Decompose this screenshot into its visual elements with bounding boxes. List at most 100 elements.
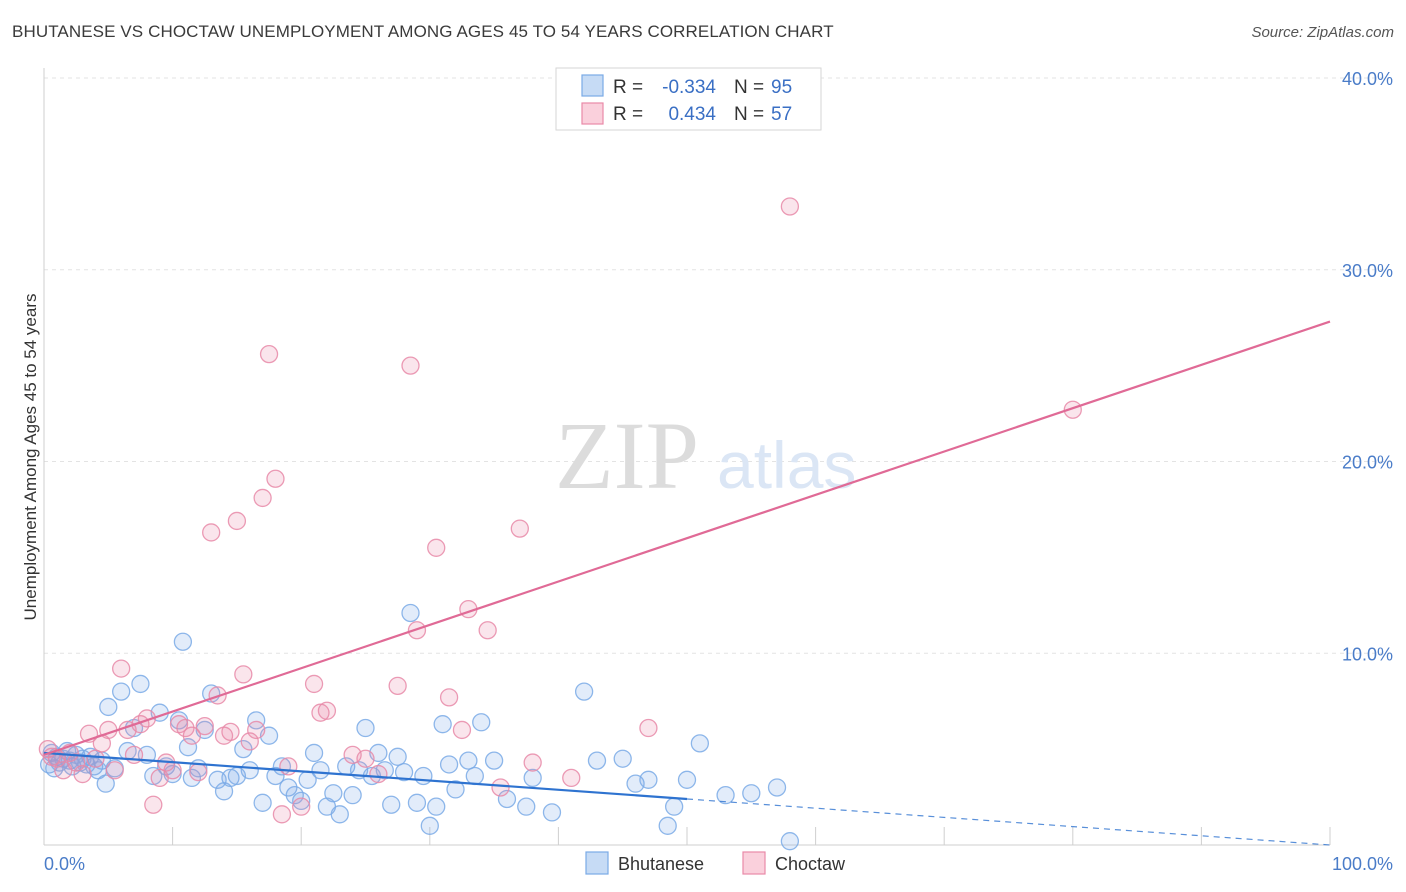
x-tick-labels: 0.0% 100.0% [44, 854, 1393, 874]
choctaw-point-8 [86, 749, 105, 768]
correlation-legend: R = -0.334 N = 95 R = 0.434 N = 57 [555, 67, 822, 131]
trend-lines [43, 320, 1331, 846]
legend-r-label-choctaw: R = [613, 104, 643, 125]
choctaw-point-51 [452, 720, 472, 740]
bhutanese-point-69 [420, 816, 439, 835]
choctaw-point-38 [279, 757, 298, 776]
bhutanese-point-31 [178, 738, 198, 757]
choctaw-point-56 [523, 753, 542, 772]
bhutanese-point-74 [459, 751, 478, 770]
bhutanese-point-45 [266, 766, 285, 786]
legend-swatch-bhutanese [581, 74, 604, 97]
bhutanese-point-70 [427, 797, 446, 816]
bhutanese-point-76 [472, 713, 491, 732]
bhutanese-point-42 [247, 711, 266, 730]
choctaw-point-55 [510, 519, 529, 538]
choctaw-point-37 [272, 805, 292, 824]
choctaw-point-46 [388, 676, 407, 695]
bhutanese-trend-line [43, 751, 688, 801]
legend-swatch-choctaw [581, 102, 604, 125]
bhutanese-point-82 [574, 682, 594, 701]
bhutanese-point-25 [144, 766, 163, 786]
choctaw-point-20 [163, 761, 182, 780]
series-legend-label-bhutanese: Bhutanese [618, 854, 704, 874]
bhutanese-point-87 [658, 816, 677, 835]
bhutanese-point-88 [664, 797, 684, 816]
data-points [38, 197, 1082, 851]
choctaw-point-35 [259, 344, 279, 364]
grid-lines [44, 77, 1390, 654]
legend-n-value-bhutanese: 95 [771, 77, 792, 98]
choctaw-point-59 [780, 197, 800, 216]
bhutanese-point-77 [484, 751, 504, 770]
choctaw-point-44 [356, 749, 375, 768]
choctaw-point-45 [369, 764, 388, 784]
choctaw-trend-line [43, 320, 1331, 756]
bhutanese-point-30 [173, 632, 193, 651]
bhutanese-point-68 [414, 766, 433, 786]
bhutanese-point-41 [240, 761, 259, 780]
bhutanese-point-94 [780, 832, 800, 851]
choctaw-point-41 [311, 703, 330, 722]
choctaw-point-58 [639, 718, 658, 738]
series-legend-swatch-choctaw [742, 851, 766, 875]
bhutanese-point-20 [112, 682, 131, 701]
y-axis-title: Unemployment Among Ages 45 to 54 years [21, 294, 40, 621]
y-tick-label-1: 20.0% [1342, 453, 1393, 473]
choctaw-point-60 [1063, 400, 1082, 419]
axes [43, 68, 1331, 846]
bhutanese-point-59 [356, 718, 375, 738]
bhutanese-point-89 [677, 770, 697, 789]
bhutanese-point-90 [690, 734, 710, 753]
choctaw-point-34 [253, 488, 272, 508]
bhutanese-point-80 [523, 768, 542, 788]
bhutanese-point-51 [304, 743, 324, 763]
choctaw-point-40 [304, 674, 324, 694]
y-tick-label-0: 10.0% [1342, 644, 1393, 664]
bhutanese-point-43 [253, 793, 272, 812]
choctaw-point-49 [427, 538, 446, 557]
choctaw-point-24 [189, 762, 208, 782]
y-tick-label-2: 30.0% [1342, 261, 1393, 281]
y-tick-label-3: 40.0% [1342, 69, 1393, 89]
bhutanese-point-64 [388, 747, 407, 766]
bhutanese-point-75 [465, 766, 484, 786]
choctaw-point-12 [112, 659, 131, 678]
choctaw-point-6 [73, 764, 92, 784]
choctaw-point-26 [202, 523, 221, 542]
choctaw-point-29 [221, 722, 240, 742]
legend-n-value-choctaw: 57 [771, 104, 792, 125]
legend-r-value-bhutanese: -0.334 [662, 77, 716, 98]
bhutanese-point-72 [439, 755, 459, 774]
bhutanese-point-83 [587, 751, 607, 770]
choctaw-point-23 [182, 726, 202, 745]
choctaw-point-17 [144, 795, 163, 814]
x-tick-label-1: 100.0% [1332, 854, 1393, 874]
legend-n-label-bhutanese: N = [734, 77, 764, 98]
bhutanese-point-38 [221, 768, 240, 788]
choctaw-point-53 [478, 621, 497, 640]
bhutanese-point-84 [613, 749, 632, 768]
choctaw-point-32 [240, 732, 259, 751]
bhutanese-point-55 [330, 805, 349, 824]
bhutanese-point-66 [401, 603, 420, 623]
bhutanese-point-78 [497, 789, 517, 809]
bhutanese-point-92 [742, 784, 761, 803]
x-tick-label-0: 0.0% [44, 854, 85, 874]
legend-r-label-bhutanese: R = [613, 77, 643, 98]
choctaw-point-50 [439, 688, 459, 707]
bhutanese-point-71 [433, 715, 452, 734]
choctaw-point-31 [234, 665, 253, 684]
choctaw-point-11 [105, 761, 124, 780]
bhutanese-point-81 [542, 803, 562, 822]
bhutanese-point-49 [292, 791, 311, 811]
bhutanese-point-73 [446, 780, 465, 799]
series-legend-label-choctaw: Choctaw [775, 854, 846, 874]
choctaw-point-25 [195, 716, 214, 736]
source-label: Source: ZipAtlas.com [1251, 24, 1394, 41]
watermark-zip: ZIP [555, 402, 699, 509]
bhutanese-point-52 [311, 761, 330, 780]
bhutanese-point-23 [131, 674, 150, 694]
legend-n-label-choctaw: N = [734, 104, 764, 125]
